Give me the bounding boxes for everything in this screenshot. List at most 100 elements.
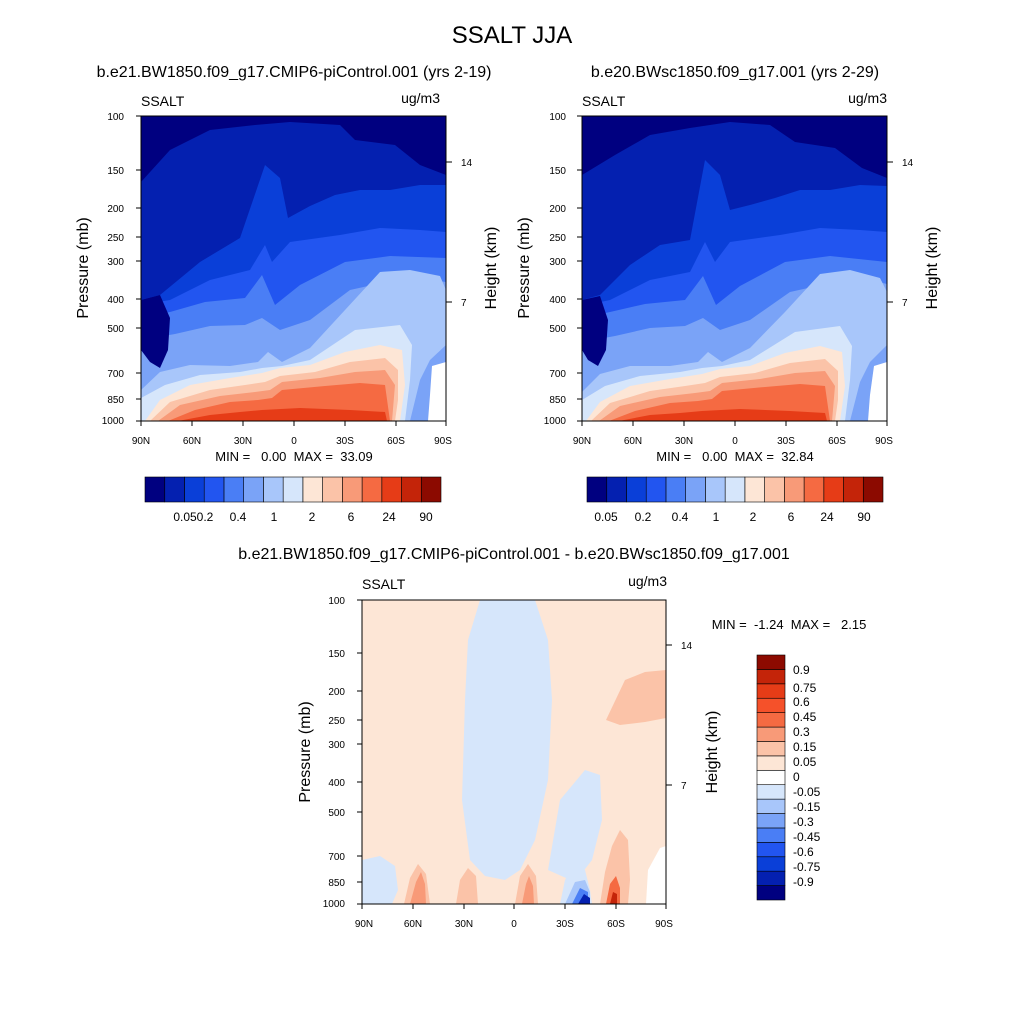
contour-band-13: [578, 894, 590, 904]
y-ticks-left: 100 150 200 250 300 400 500 700 850 1000: [323, 596, 362, 910]
height-tick-label: 14: [461, 158, 473, 169]
min-max-label: MIN = -1.24 MAX = 2.15: [712, 617, 867, 632]
colorbar-label: -0.75: [793, 860, 821, 874]
x-ticks: 90N 60N 30N 0 30S 60S 90S: [573, 421, 893, 447]
x-tick-label: 90S: [434, 436, 452, 447]
colorbar-swatch: [756, 669, 786, 685]
variable-label: SSALT: [582, 93, 626, 109]
colorbar-top-right: 0.05 0.2 0.4 1 2 6 24 90: [586, 476, 884, 524]
colorbar-label: 0.3: [793, 725, 810, 739]
colorbar-swatch: [756, 827, 786, 843]
colorbar-swatch: [322, 476, 343, 503]
x-tick-label: 60S: [607, 919, 625, 930]
colorbar-swatch: [685, 476, 706, 503]
colorbar-swatch: [756, 654, 786, 670]
contour-band-16: [610, 892, 617, 904]
colorbar-swatch: [144, 476, 166, 503]
colorbar-label: -0.3: [793, 815, 814, 829]
x-tick-label: 60N: [624, 436, 642, 447]
x-tick-label: 30S: [336, 436, 354, 447]
colorbar-swatch: [381, 476, 402, 503]
colorbar-swatch: [756, 798, 786, 814]
y-axis-right-label: Height (km): [704, 711, 721, 794]
colorbar-swatch: [263, 476, 284, 503]
y-tick-label: 700: [107, 369, 124, 380]
colorbar-label: 24: [382, 510, 396, 524]
y-tick-label: 150: [549, 166, 566, 177]
x-tick-label: 90S: [655, 919, 673, 930]
x-tick-label: 30N: [675, 436, 693, 447]
figure-title: SSALT JJA: [452, 22, 573, 49]
y-tick-label: 700: [328, 852, 345, 863]
y-tick-label: 500: [549, 324, 566, 335]
colorbar-label: 90: [857, 510, 871, 524]
height-tick-label: 7: [461, 298, 467, 309]
colorbar-label: 0.9: [793, 663, 810, 677]
colorbar-label: 0.2: [197, 510, 214, 524]
y-tick-label: 850: [107, 395, 124, 406]
height-tick-marks: [446, 161, 452, 303]
x-tick-label: 60N: [404, 919, 422, 930]
x-tick-label: 60N: [183, 436, 201, 447]
contour-band-7: [410, 872, 426, 904]
units-label: ug/m3: [628, 573, 667, 589]
colorbar-swatch: [756, 813, 786, 829]
y-tick-label: 250: [107, 233, 124, 244]
colorbar-label: -0.15: [793, 800, 821, 814]
colorbar-top-left: 0.05 0.2 0.4 1 2 6 24 90: [144, 476, 442, 524]
colorbar-swatch: [164, 476, 185, 503]
y-ticks-left: 100 150 200 250 300 400 500 700 850 1000: [544, 112, 582, 427]
y-ticks-right: 14 7: [446, 158, 473, 309]
y-ticks-right: 14 7: [666, 641, 693, 792]
y-axis-right-label: Height (km): [924, 227, 941, 310]
colorbar-label: 0.4: [230, 510, 247, 524]
contour-band-3: [606, 670, 666, 725]
contour-band-1: [462, 600, 552, 880]
colorbar-label: 0.15: [793, 740, 817, 754]
y-tick-label: 500: [107, 324, 124, 335]
y-tick-marks: [577, 115, 582, 422]
colorbar-swatch: [784, 476, 805, 503]
colorbar-swatch: [744, 476, 765, 503]
height-tick-marks: [887, 161, 893, 303]
contour-band-12: [178, 408, 387, 421]
variable-label: SSALT: [141, 93, 185, 109]
colorbar-label: -0.6: [793, 845, 814, 859]
colorbar-swatch: [724, 476, 746, 503]
x-tick-label: 0: [291, 436, 297, 447]
x-tick-label: 90N: [132, 436, 150, 447]
colorbar-label: -0.45: [793, 830, 821, 844]
x-tick-label: 30N: [455, 919, 473, 930]
y-tick-label: 100: [328, 596, 345, 607]
x-tick-label: 30S: [777, 436, 795, 447]
x-tick-label: 0: [732, 436, 738, 447]
colorbar-label: 0.05: [793, 755, 817, 769]
colorbar-swatch: [756, 755, 786, 771]
panel-top-right: b.e20.BWsc1850.f09_g17.001 (yrs 2-29) SS…: [516, 64, 941, 524]
colorbar-swatch: [764, 476, 785, 503]
colorbar-swatch: [705, 476, 726, 503]
contour-band-1: [582, 116, 887, 178]
colorbar-swatch: [756, 697, 786, 713]
contour-band-10: [522, 876, 534, 904]
x-ticks: 90N 60N 30N 0 30S 60S 90S: [132, 421, 452, 447]
colorbar-swatch: [756, 683, 786, 699]
colorbar-difference: 0.9 0.75 0.6 0.45 0.3 0.15 0.05 0 -0.05 …: [756, 654, 821, 901]
y-tick-label: 850: [549, 395, 566, 406]
min-max-label: MIN = 0.00 MAX = 33.09: [215, 449, 373, 464]
colorbar-label: 0.05: [594, 510, 618, 524]
colorbar-label: 0.4: [672, 510, 689, 524]
x-tick-marks: [140, 421, 447, 426]
colorbar-label: 6: [348, 510, 355, 524]
x-tick-label: 60S: [828, 436, 846, 447]
height-tick-label: 7: [681, 781, 687, 792]
colorbar-swatch: [243, 476, 264, 503]
colorbar-label: -0.05: [793, 785, 821, 799]
y-tick-label: 500: [328, 808, 345, 819]
colorbar-label: 2: [309, 510, 316, 524]
contour-field: [362, 600, 666, 904]
y-tick-marks: [136, 115, 141, 422]
y-axis-right-label: Height (km): [483, 227, 500, 310]
y-tick-label: 400: [549, 295, 566, 306]
